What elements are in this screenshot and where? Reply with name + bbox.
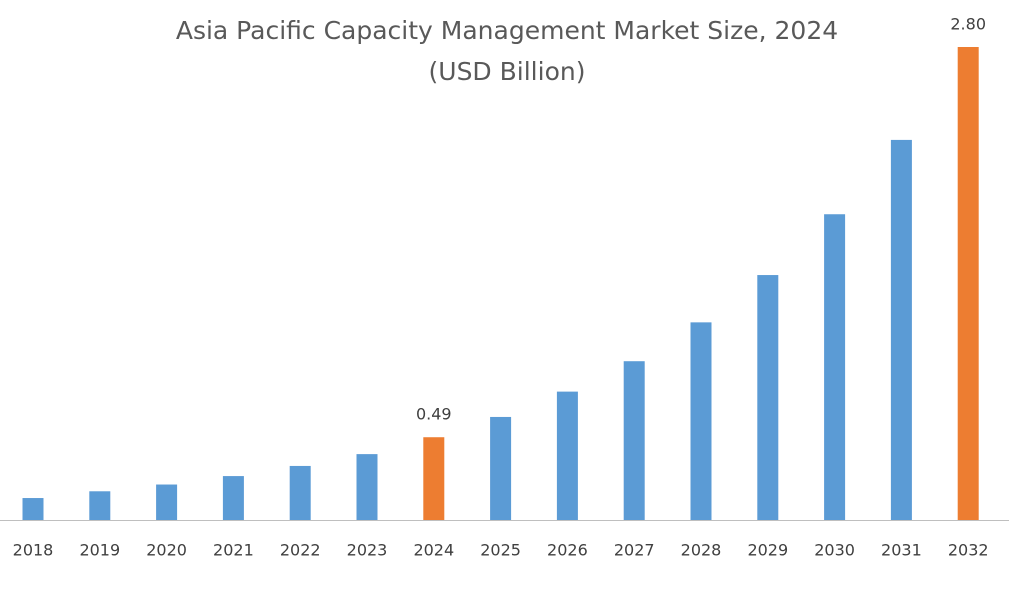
x-tick-label: 2030 bbox=[814, 541, 855, 560]
x-tick-label: 2031 bbox=[881, 541, 922, 560]
x-tick-label: 2019 bbox=[79, 541, 120, 560]
bar bbox=[957, 47, 979, 520]
x-tick-label: 2024 bbox=[413, 541, 454, 560]
x-tick-label: 2020 bbox=[146, 541, 187, 560]
bar bbox=[490, 416, 512, 520]
bar bbox=[156, 484, 178, 520]
value-label: 2.80 bbox=[950, 15, 986, 34]
x-tick-label: 2027 bbox=[614, 541, 655, 560]
x-tick-label: 2021 bbox=[213, 541, 254, 560]
bar bbox=[890, 139, 912, 521]
bar bbox=[423, 437, 445, 520]
x-tick-label: 2023 bbox=[347, 541, 388, 560]
bar bbox=[289, 465, 311, 520]
bar bbox=[89, 491, 111, 520]
bar bbox=[222, 476, 244, 520]
x-tick-label: 2029 bbox=[747, 541, 788, 560]
value-label: 0.49 bbox=[416, 405, 452, 424]
bar bbox=[22, 498, 44, 520]
bar bbox=[356, 454, 378, 520]
x-tick-label: 2028 bbox=[681, 541, 722, 560]
x-tick-label: 2026 bbox=[547, 541, 588, 560]
x-tick-label: 2018 bbox=[13, 541, 54, 560]
x-tick-label: 2022 bbox=[280, 541, 321, 560]
bar bbox=[623, 361, 645, 520]
bar bbox=[757, 275, 779, 520]
x-tick-label: 2032 bbox=[948, 541, 989, 560]
bar bbox=[824, 214, 846, 520]
bar bbox=[556, 391, 578, 520]
x-tick-label: 2025 bbox=[480, 541, 521, 560]
chart-subtitle: (USD Billion) bbox=[429, 57, 586, 86]
bar bbox=[690, 322, 712, 520]
chart-title: Asia Pacific Capacity Management Market … bbox=[176, 16, 838, 45]
